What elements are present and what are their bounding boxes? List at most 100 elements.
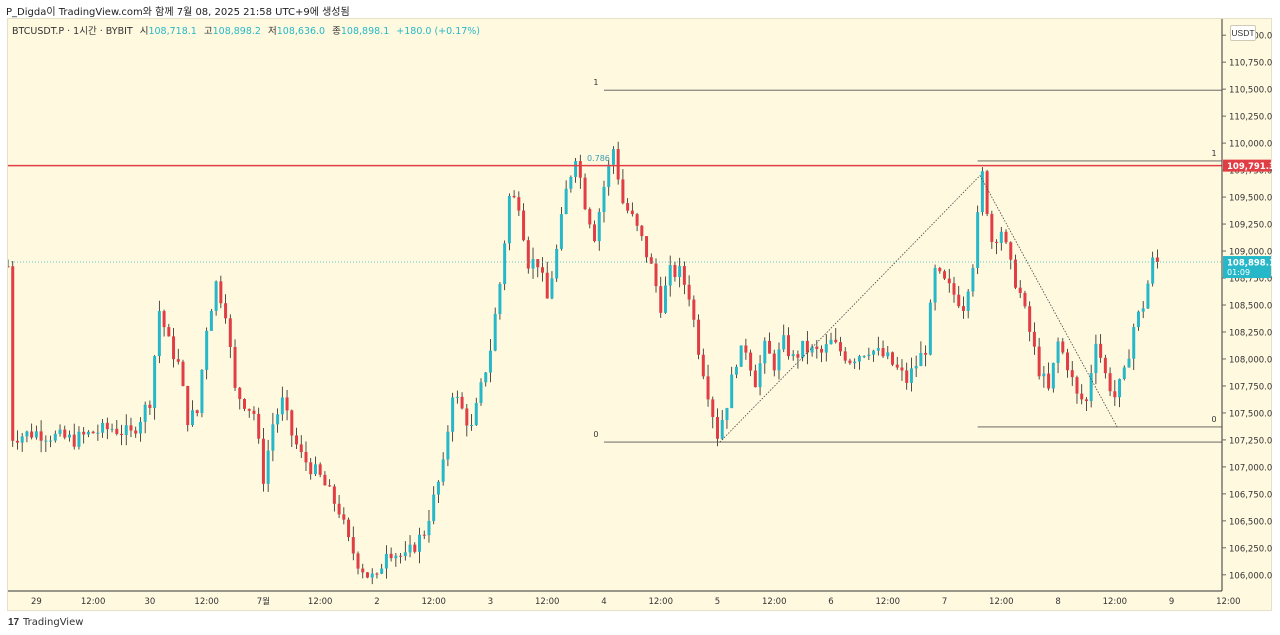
candle-up <box>394 555 398 559</box>
candle-up <box>909 368 913 383</box>
time-tick-label: 5 <box>715 597 720 607</box>
tradingview-brand[interactable]: TradingView <box>23 617 84 628</box>
candle-up <box>153 356 157 408</box>
candle-down <box>1103 357 1107 374</box>
candle-up <box>734 366 738 375</box>
candle-down <box>105 422 109 430</box>
resistance-price-label: 109,791.3 <box>1227 162 1275 172</box>
candle-down <box>649 257 653 264</box>
candle-down <box>635 214 639 226</box>
candle-up <box>200 369 204 414</box>
candle-down <box>673 265 677 278</box>
candle-down <box>820 348 824 353</box>
candle-down <box>805 340 809 353</box>
fib-level-1-label: 1 <box>1211 149 1216 158</box>
candle-up <box>209 310 213 331</box>
candle-up <box>49 440 53 442</box>
candle-down <box>375 573 379 575</box>
candle-down <box>304 452 308 463</box>
candle-up <box>559 214 563 249</box>
candle-down <box>512 195 516 198</box>
symbol-info[interactable]: BTCUSDT.P · 1시간 · BYBIT <box>12 26 133 37</box>
drawing-tools: 1 0 0.786 1 0 <box>8 78 1222 443</box>
price-tick-label: 109,250.0 <box>1229 221 1272 231</box>
candle-up <box>678 266 682 278</box>
candle-up <box>791 354 795 357</box>
candle-down <box>1004 231 1008 243</box>
candle-series <box>8 141 1159 585</box>
candle-up <box>763 340 767 364</box>
candle-down <box>1099 343 1103 358</box>
candle-up <box>607 164 611 187</box>
candle-up <box>157 311 161 357</box>
candle-down <box>82 431 86 435</box>
tradingview-logo-icon[interactable]: 17 <box>8 617 20 628</box>
candle-down <box>413 544 417 552</box>
candle-up <box>564 188 568 215</box>
chart-panel[interactable] <box>7 18 1272 611</box>
candle-up <box>933 267 937 303</box>
candle-down <box>91 431 95 434</box>
candle-up <box>493 313 497 351</box>
time-tick-label: 7월 <box>257 596 270 607</box>
candle-up <box>276 414 280 425</box>
candle-up <box>1151 257 1155 284</box>
candle-up <box>441 459 445 482</box>
candle-down <box>1023 292 1027 307</box>
candle-up <box>143 404 147 422</box>
currency-button[interactable]: USDT <box>1230 25 1256 41</box>
candle-up <box>1132 327 1136 359</box>
time-tick-label: 7 <box>942 597 947 607</box>
candle-down <box>796 354 800 358</box>
candle-down <box>995 241 999 243</box>
candle-up <box>739 345 743 367</box>
candle-down <box>285 397 289 411</box>
candle-down <box>134 430 138 434</box>
candle-down <box>261 438 265 484</box>
price-tick-label: 108,000.0 <box>1229 355 1272 365</box>
price-axis: 111,000.0110,750.0110,500.0110,250.0110,… <box>1221 19 1275 591</box>
candle-up <box>124 425 128 435</box>
candle-down <box>323 474 327 486</box>
price-tick-label: 107,000.0 <box>1229 463 1272 473</box>
low-value: 108,636.0 <box>276 26 326 37</box>
time-axis: 29 12:00 30 12:00 7월 12:00 2 12:00 3 12:00 4 12:00 5… <box>8 590 1280 607</box>
candle-down <box>115 428 119 434</box>
time-tick-label: 12:00 <box>308 597 333 607</box>
candle-down <box>228 318 232 348</box>
candle-up <box>597 211 601 242</box>
candle-up <box>1051 362 1055 389</box>
candle-up <box>20 436 24 443</box>
candle-up <box>138 421 142 434</box>
time-tick-label: 12:00 <box>1103 597 1128 607</box>
candle-up <box>455 396 459 398</box>
candle-down <box>588 209 592 225</box>
candle-down <box>895 364 899 368</box>
candle-down <box>536 259 540 268</box>
candle-down <box>744 345 748 353</box>
candle-up <box>829 339 833 345</box>
candle-up <box>602 186 606 212</box>
candle-down <box>299 444 303 453</box>
candle-down <box>1037 346 1041 377</box>
candle-down <box>399 555 403 557</box>
candle-down <box>186 385 190 426</box>
candle-up <box>1042 373 1046 377</box>
low-label: 저 <box>268 26 277 37</box>
candle-down <box>985 171 989 214</box>
candle-down <box>659 286 663 313</box>
time-tick-label: 9 <box>1169 597 1174 607</box>
candle-up <box>919 352 923 367</box>
candle-down <box>356 553 360 569</box>
close-value: 108,898.1 <box>340 26 390 37</box>
time-tick-label: 12:00 <box>194 597 219 607</box>
candle-up <box>886 352 890 357</box>
candle-up <box>403 552 407 557</box>
candle-down <box>838 342 842 352</box>
candle-up <box>498 284 502 314</box>
candle-down <box>701 354 705 377</box>
candle-down <box>247 408 251 411</box>
candle-down <box>692 299 696 320</box>
price-tick-label: 108,750.0 <box>1229 275 1272 285</box>
